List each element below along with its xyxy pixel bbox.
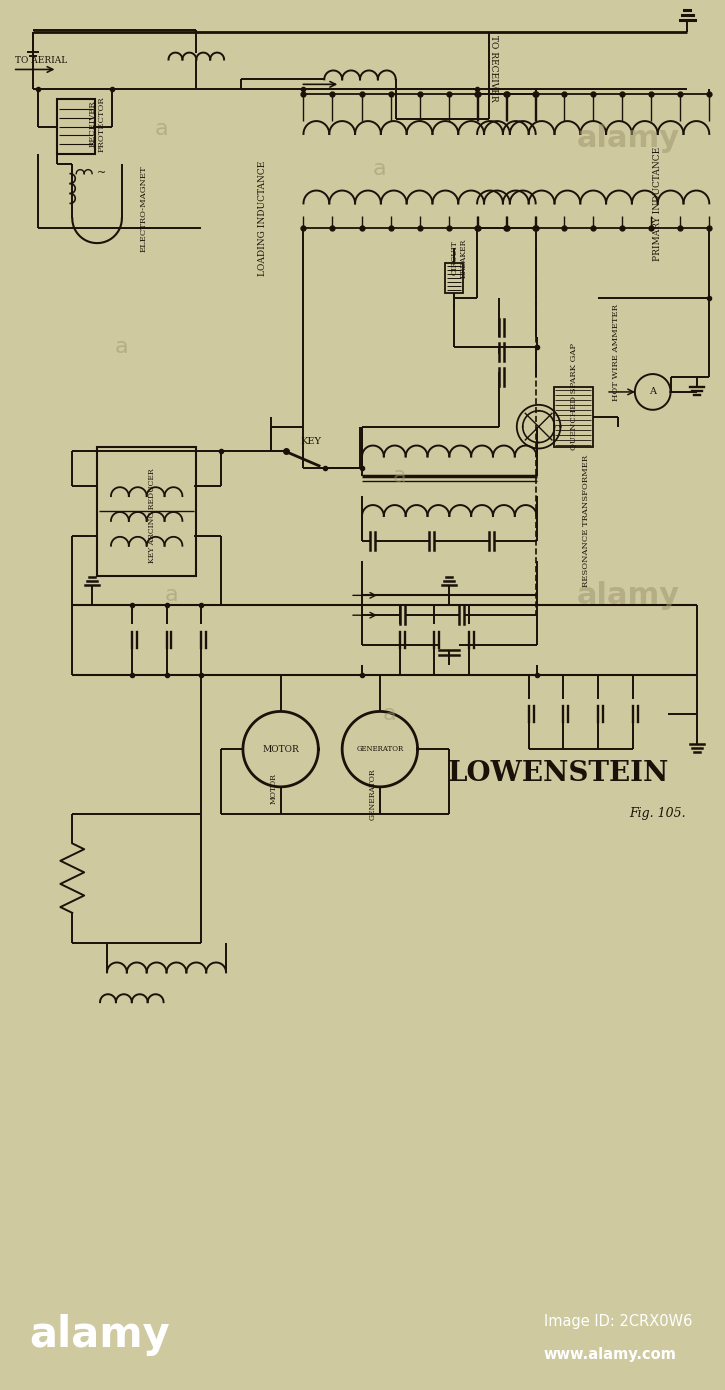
Text: RESONANCE TRANSFORMER: RESONANCE TRANSFORMER: [582, 455, 590, 587]
Bar: [553, 386, 593, 446]
Text: QUENCHED SPARK GAP: QUENCHED SPARK GAP: [569, 343, 577, 450]
Text: MOTOR: MOTOR: [262, 745, 299, 753]
Text: Image ID: 2CRX0W6: Image ID: 2CRX0W6: [544, 1315, 692, 1329]
Text: a: a: [393, 466, 407, 486]
Text: ELECTRO-MAGNET: ELECTRO-MAGNET: [140, 165, 148, 252]
Text: RECEIVER
PROTECTOR: RECEIVER PROTECTOR: [88, 96, 106, 152]
Text: LOWENSTEIN: LOWENSTEIN: [448, 760, 669, 788]
Text: TO RECEIVER: TO RECEIVER: [489, 35, 499, 101]
Text: KEY ARCING REDUCER: KEY ARCING REDUCER: [148, 468, 156, 563]
Text: a: a: [383, 705, 397, 724]
Text: LOADING INDUCTANCE: LOADING INDUCTANCE: [258, 161, 268, 277]
Bar: [97, 446, 196, 575]
Text: TO AERIAL: TO AERIAL: [14, 57, 67, 65]
Text: MOTOR: MOTOR: [270, 773, 278, 805]
Text: KEY: KEY: [300, 436, 321, 446]
Text: a: a: [115, 338, 129, 357]
Text: alamy: alamy: [576, 125, 679, 153]
Text: www.alamy.com: www.alamy.com: [544, 1347, 676, 1362]
Text: a: a: [154, 120, 168, 139]
Text: CIRCUIT
BREAKER: CIRCUIT BREAKER: [451, 238, 468, 278]
Text: ~: ~: [97, 168, 107, 178]
Text: a: a: [165, 585, 178, 606]
Text: a: a: [373, 158, 386, 179]
Text: GENERATOR: GENERATOR: [356, 745, 404, 753]
Text: alamy: alamy: [29, 1314, 170, 1357]
Text: A: A: [649, 388, 656, 396]
Bar: [57, 99, 95, 154]
Text: GENERATOR: GENERATOR: [369, 769, 377, 820]
Bar: [445, 263, 463, 293]
Text: HOT WIRE AMMETER: HOT WIRE AMMETER: [612, 304, 620, 400]
Text: alamy: alamy: [576, 581, 679, 610]
Text: Fig. 105.: Fig. 105.: [629, 808, 686, 820]
Text: PRIMARY INDUCTANCE: PRIMARY INDUCTANCE: [653, 146, 662, 260]
